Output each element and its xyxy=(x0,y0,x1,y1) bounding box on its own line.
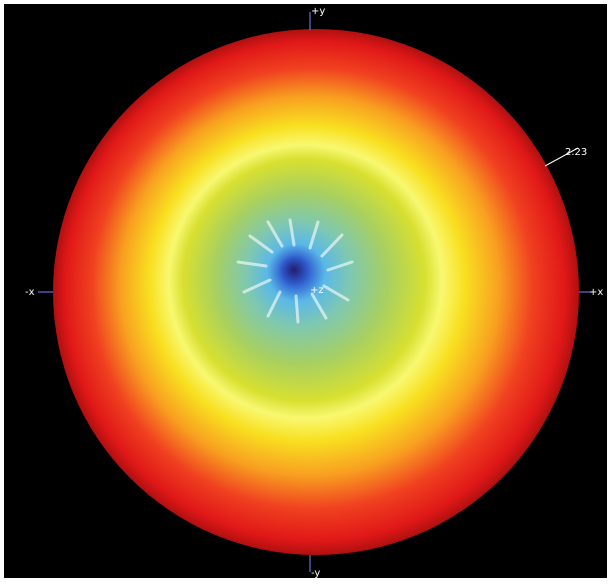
annotation: 2.23 xyxy=(565,147,587,158)
sphere xyxy=(53,29,579,555)
center-spot xyxy=(278,254,310,286)
surface-streaks xyxy=(236,218,354,324)
annotation-pointer xyxy=(544,147,579,167)
axis-label-top: +y xyxy=(311,6,325,17)
axis-label-center: +z xyxy=(310,285,324,296)
axis-label-left: -x xyxy=(25,287,35,298)
axis-label-bottom: -y xyxy=(311,568,320,579)
axis-lines xyxy=(38,12,592,572)
axis-label-right: +x xyxy=(589,287,603,298)
